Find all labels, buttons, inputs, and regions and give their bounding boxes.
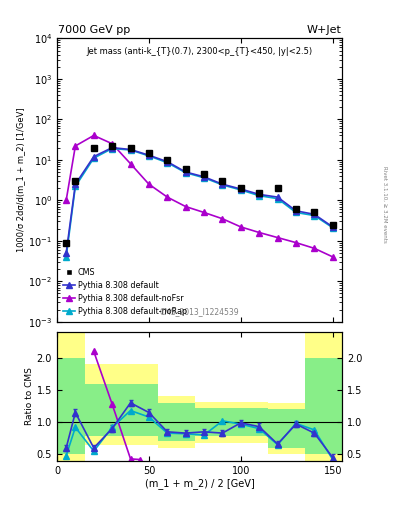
- Text: W+Jet: W+Jet: [306, 25, 341, 35]
- Text: CMS_2013_I1224539: CMS_2013_I1224539: [160, 307, 239, 316]
- Text: Rivet 3.1.10, ≥ 3.2M events: Rivet 3.1.10, ≥ 3.2M events: [382, 166, 387, 243]
- Text: Jet mass (anti-k_{T}(0.7), 2300<p_{T}<450, |y|<2.5): Jet mass (anti-k_{T}(0.7), 2300<p_{T}<45…: [86, 47, 312, 56]
- Legend: CMS, Pythia 8.308 default, Pythia 8.308 default-noFsr, Pythia 8.308 default-noRa: CMS, Pythia 8.308 default, Pythia 8.308 …: [61, 266, 189, 317]
- Y-axis label: Ratio to CMS: Ratio to CMS: [25, 368, 34, 425]
- Y-axis label: 1000/σ 2dσ/d(m_1 + m_2) [1/GeV]: 1000/σ 2dσ/d(m_1 + m_2) [1/GeV]: [17, 108, 26, 252]
- Text: 7000 GeV pp: 7000 GeV pp: [58, 25, 130, 35]
- X-axis label: (m_1 + m_2) / 2 [GeV]: (m_1 + m_2) / 2 [GeV]: [145, 478, 254, 489]
